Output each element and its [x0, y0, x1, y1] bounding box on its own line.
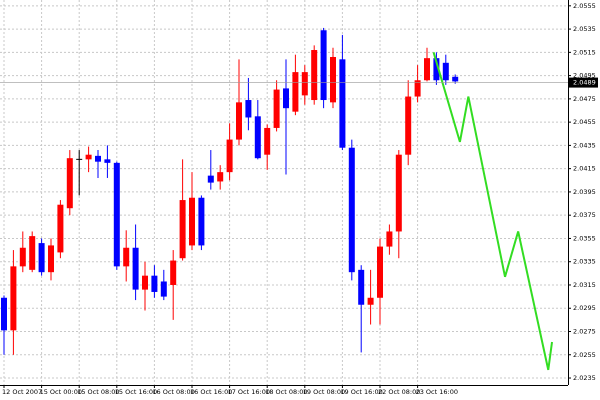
- y-tick-label: 2.0275: [573, 327, 596, 335]
- candle-body: [358, 269, 365, 305]
- forecast-line: [432, 52, 554, 371]
- candle-body: [1, 297, 7, 331]
- x-tick-label: 19 Oct 16:00: [340, 388, 382, 396]
- candle-body: [236, 102, 242, 140]
- y-tick-label: 2.0535: [573, 25, 596, 33]
- candle-body: [442, 62, 449, 81]
- candle-body: [104, 159, 111, 163]
- candle-body: [414, 80, 421, 97]
- candle-body: [245, 100, 252, 118]
- y-tick-label: 2.0315: [573, 281, 596, 289]
- y-tick-label: 2.0375: [573, 211, 596, 219]
- x-tick-label: 15 Oct 00:00: [40, 388, 82, 396]
- candle-body: [189, 197, 195, 246]
- y-tick-label: 2.0355: [573, 234, 596, 242]
- candle-body: [48, 245, 54, 273]
- candle-body: [66, 158, 73, 209]
- x-tick-label: 16 Oct 16:00: [190, 388, 232, 396]
- candle-body: [339, 59, 346, 148]
- candle-body: [142, 275, 148, 290]
- x-tick-label: 12 Oct 2007: [2, 388, 42, 396]
- candle-body: [217, 172, 224, 182]
- candle-body: [377, 246, 383, 298]
- candle-body: [320, 30, 327, 101]
- x-tick-label: 16 Oct 08:00: [152, 388, 194, 396]
- candle-body: [226, 139, 233, 173]
- y-tick-label: 2.0515: [573, 48, 596, 56]
- x-tick-label: 17 Oct 16:00: [228, 388, 270, 396]
- candle-body: [367, 297, 374, 305]
- x-tick-label: 15 Oct 16:00: [115, 388, 157, 396]
- candle-body: [348, 147, 355, 273]
- candle-body: [38, 243, 45, 273]
- candle-body: [254, 116, 261, 159]
- last-price-box: [569, 77, 598, 88]
- candle-body: [292, 72, 299, 112]
- x-tick-label: 22 Oct 08:00: [378, 388, 420, 396]
- y-tick-label: 2.0295: [573, 304, 596, 312]
- candle-body: [386, 231, 393, 247]
- candle-body: [19, 247, 26, 267]
- candle-body: [85, 154, 92, 160]
- y-tick-label: 2.0555: [573, 2, 596, 10]
- x-tick-label: 19 Oct 08:00: [303, 388, 345, 396]
- y-tick-label: 2.0395: [573, 188, 596, 196]
- candle-body: [207, 175, 214, 183]
- y-tick-label: 2.0455: [573, 118, 596, 126]
- candle-body: [151, 275, 158, 292]
- y-tick-label: 2.0415: [573, 165, 596, 173]
- y-tick-label: 2.0435: [573, 141, 596, 149]
- x-tick-label: 18 Oct 08:00: [265, 388, 307, 396]
- candle-body: [311, 50, 318, 101]
- y-tick-label: 2.0475: [573, 95, 596, 103]
- candle-body: [273, 89, 280, 128]
- candle-body: [57, 204, 64, 253]
- x-tick-label: 23 Oct 16:00: [416, 388, 458, 396]
- candle-body: [123, 247, 130, 267]
- candle-body: [198, 197, 205, 246]
- candle-body: [95, 155, 101, 162]
- y-tick-label: 2.0255: [573, 351, 596, 359]
- candle-body: [132, 247, 139, 290]
- candle-body: [170, 260, 177, 285]
- candle-body: [405, 96, 412, 155]
- candle-body: [29, 236, 36, 270]
- candle-body: [452, 76, 459, 82]
- last-price-label: 2.0489: [573, 79, 596, 87]
- candle-body: [424, 58, 430, 81]
- candle-body: [283, 88, 289, 109]
- candle-body: [160, 281, 167, 297]
- x-tick-label: 15 Oct 08:00: [77, 388, 119, 396]
- candle-body: [395, 154, 402, 232]
- candle-body: [179, 200, 186, 259]
- candle-body: [330, 56, 336, 103]
- y-tick-label: 2.0495: [573, 72, 596, 80]
- candle-body: [301, 72, 308, 96]
- candle-body: [264, 127, 271, 155]
- candle-body: [10, 266, 17, 331]
- candle-body: [113, 162, 120, 267]
- y-tick-label: 2.0335: [573, 258, 596, 266]
- candle-body: [433, 58, 440, 81]
- y-tick-label: 2.0235: [573, 374, 596, 382]
